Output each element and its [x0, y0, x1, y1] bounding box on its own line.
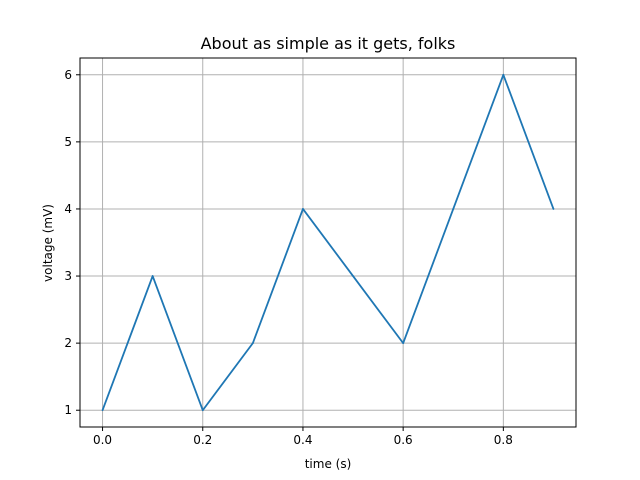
series-layer: [101, 73, 555, 412]
x-axis-label: time (s): [305, 457, 352, 471]
data-point: [552, 208, 555, 210]
y-tick-label: 4: [64, 202, 72, 216]
x-axis-ticks: 0.0 0.2 0.4 0.6 0.8: [93, 427, 513, 447]
x-tick-label: 0.6: [394, 433, 413, 447]
y-tick-label: 2: [64, 336, 72, 350]
plot-frame: [79, 57, 577, 428]
data-point: [302, 208, 304, 210]
data-point: [502, 73, 505, 76]
x-tick-label: 0.8: [494, 433, 513, 447]
y-tick-label: 3: [64, 269, 72, 283]
y-tick-label: 6: [64, 68, 72, 82]
y-tick-label: 1: [64, 403, 72, 417]
data-point: [352, 275, 354, 277]
data-point: [402, 342, 405, 345]
series-line: [101, 73, 555, 412]
data-point: [452, 208, 455, 210]
data-point: [201, 409, 204, 412]
grid: [80, 58, 576, 427]
x-tick-label: 0.0: [93, 433, 112, 447]
y-tick-label: 5: [64, 135, 72, 149]
x-tick-label: 0.4: [293, 433, 312, 447]
chart-title: About as simple as it gets, folks: [201, 34, 456, 53]
data-point: [151, 275, 154, 277]
y-axis-ticks: 1 2 3 4 5 6: [64, 68, 80, 417]
data-point: [101, 409, 104, 412]
x-tick-label: 0.2: [193, 433, 212, 447]
y-axis-label: voltage (mV): [41, 204, 55, 282]
data-point: [251, 342, 254, 345]
